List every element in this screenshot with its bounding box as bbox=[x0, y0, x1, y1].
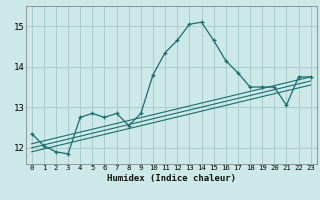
X-axis label: Humidex (Indice chaleur): Humidex (Indice chaleur) bbox=[107, 174, 236, 183]
